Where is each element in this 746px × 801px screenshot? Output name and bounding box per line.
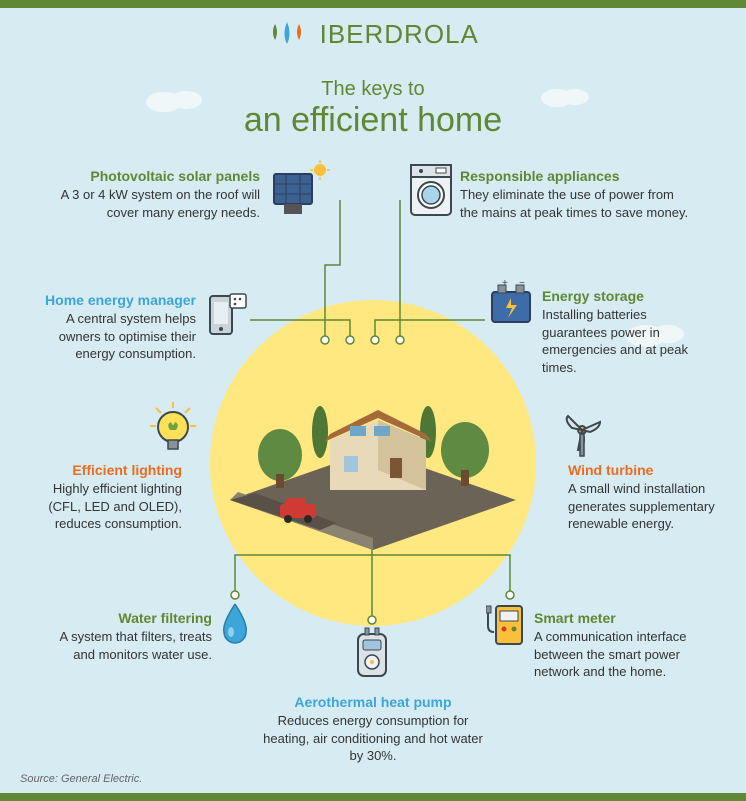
item-solar: Photovoltaic solar panels A 3 or 4 kW sy… [34,168,260,221]
item-lighting: Efficient lighting Highly efficient ligh… [30,462,182,533]
item-meter: Smart meter A communication interface be… [534,610,712,681]
item-title: Photovoltaic solar panels [34,168,260,184]
item-manager: Home energy manager A central system hel… [30,292,196,363]
item-title: Home energy manager [30,292,196,308]
infographic: IBERDROLA The keys to an efficient home [0,0,746,801]
source-credit: Source: General Electric. [20,773,142,785]
item-storage: Energy storage Installing batteries guar… [542,288,702,376]
item-appliances: Responsible appliances They eliminate th… [460,168,690,221]
meter-icon [486,602,528,652]
item-title: Energy storage [542,288,702,304]
item-desc: Reduces energy consumption for heating, … [258,712,488,765]
top-bar [0,0,746,8]
solar-panel-icon [268,160,332,224]
item-desc: A small wind installation generates supp… [568,480,718,533]
svg-text:−: − [519,280,525,289]
svg-text:+: + [502,280,508,289]
water-drop-icon [218,602,252,644]
title-line2: an efficient home [0,101,746,140]
bulb-icon [146,400,200,458]
item-title: Water filtering [40,610,212,626]
item-desc: A 3 or 4 kW system on the roof will cove… [34,186,260,221]
item-desc: Installing batteries guarantees power in… [542,306,702,376]
brand-logo: IBERDROLA [0,18,746,50]
item-title: Smart meter [534,610,712,626]
item-pump: Aerothermal heat pump Reduces energy con… [258,694,488,765]
item-desc: Highly efficient lighting (CFL, LED and … [30,480,182,533]
phone-icon [202,290,250,338]
brand-name: IBERDROLA [320,19,479,50]
item-water: Water filtering A system that filters, t… [40,610,212,663]
house-illustration [210,360,536,550]
item-title: Wind turbine [568,462,718,478]
bottom-bar [0,793,746,801]
logo-drops-icon [267,18,307,50]
item-title: Aerothermal heat pump [258,694,488,710]
item-desc: A system that filters, treats and monito… [40,628,212,663]
heat-pump-icon [352,626,392,682]
page-title: The keys to an efficient home [0,78,746,140]
item-turbine: Wind turbine A small wind installation g… [568,462,718,533]
item-title: Efficient lighting [30,462,182,478]
washer-icon [408,162,454,218]
battery-icon: +− [486,280,536,328]
item-title: Responsible appliances [460,168,690,184]
title-line1: The keys to [0,78,746,101]
turbine-icon [554,404,610,460]
item-desc: They eliminate the use of power from the… [460,186,690,221]
item-desc: A central system helps owners to optimis… [30,310,196,363]
item-desc: A communication interface between the sm… [534,628,712,681]
